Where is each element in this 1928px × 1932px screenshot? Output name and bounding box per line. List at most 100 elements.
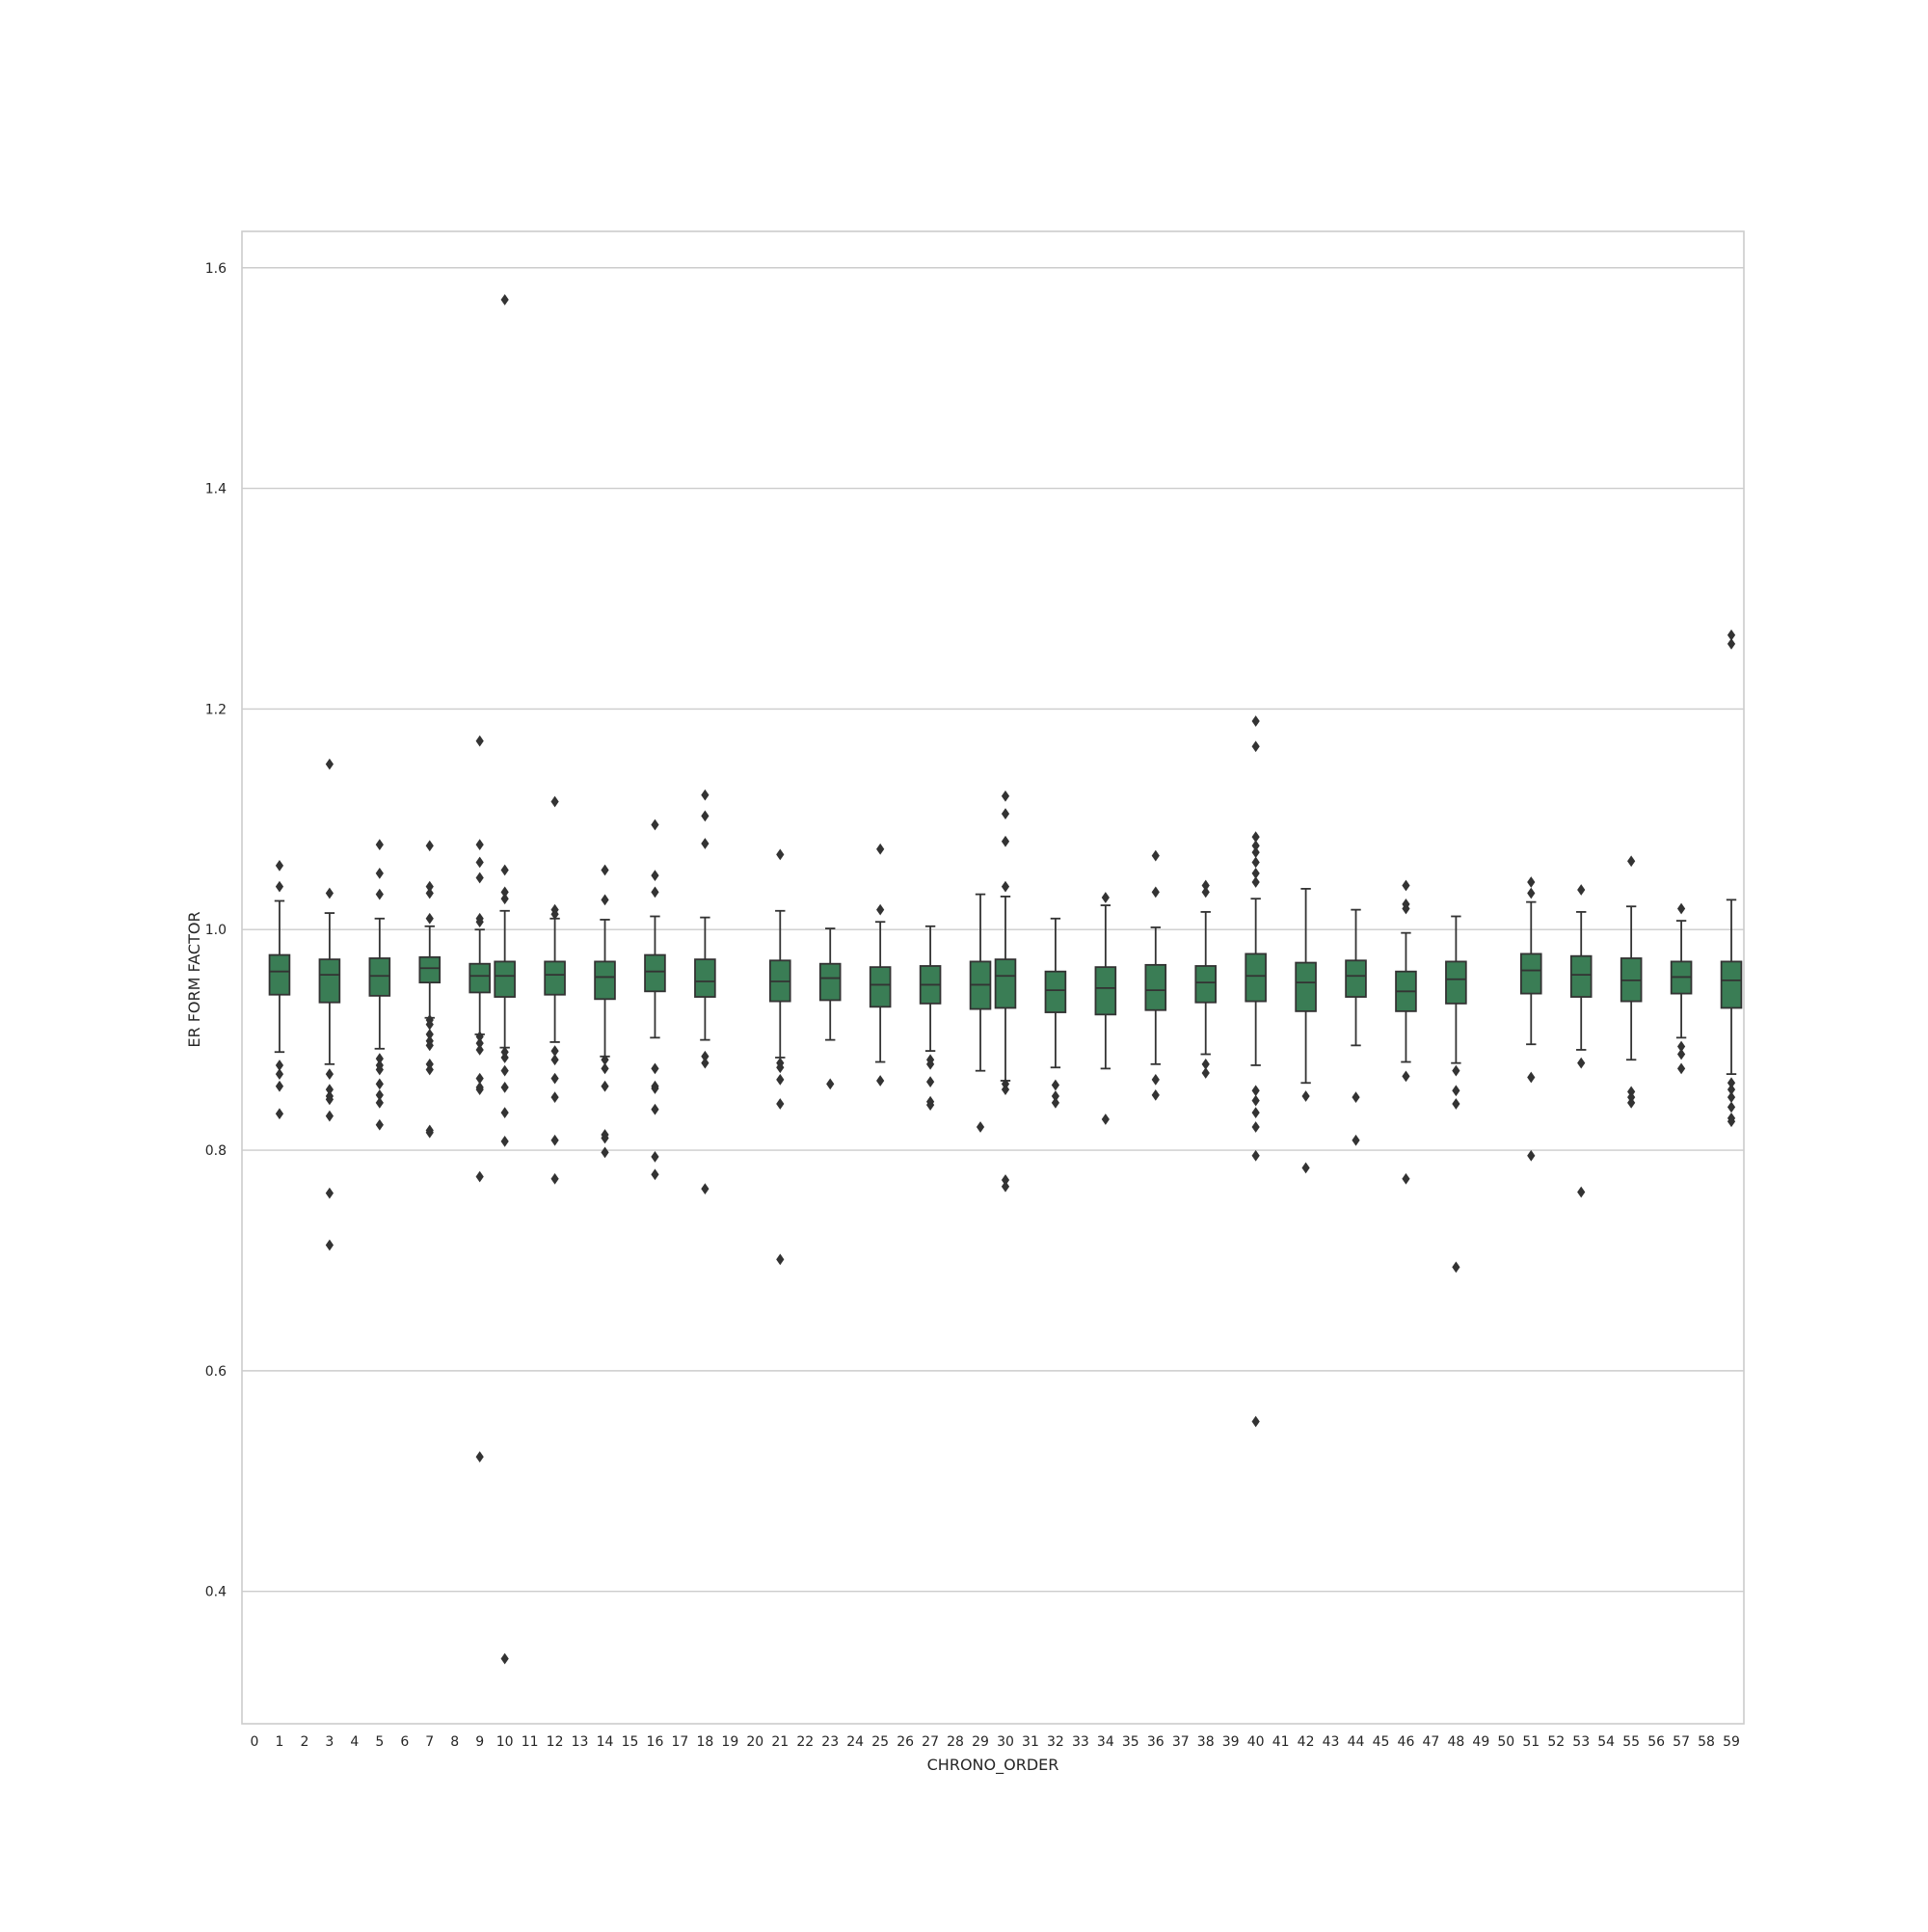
outlier-point bbox=[776, 1073, 785, 1086]
x-tick-label: 12 bbox=[547, 1734, 564, 1750]
x-tick-label: 39 bbox=[1222, 1734, 1240, 1750]
x-tick-label: 25 bbox=[871, 1734, 889, 1750]
x-tick-label: 45 bbox=[1373, 1734, 1390, 1750]
x-tick-label: 34 bbox=[1097, 1734, 1114, 1750]
outlier-point bbox=[1452, 1261, 1460, 1274]
outlier-point bbox=[325, 1068, 334, 1080]
box-iqr bbox=[1094, 966, 1117, 1016]
outlier-point bbox=[500, 1136, 509, 1147]
y-tick-label: 0.6 bbox=[205, 1364, 227, 1380]
box-iqr bbox=[469, 962, 491, 994]
outlier-point bbox=[275, 859, 284, 872]
x-tick-label: 11 bbox=[522, 1734, 539, 1750]
box-iqr bbox=[869, 966, 892, 1008]
outlier-point bbox=[776, 1098, 785, 1110]
outlier-point bbox=[1051, 1096, 1060, 1109]
x-tick-label: 29 bbox=[972, 1734, 989, 1750]
outlier-point bbox=[1627, 855, 1636, 868]
outlier-point bbox=[1251, 715, 1260, 727]
outlier-point bbox=[475, 1451, 484, 1462]
x-tick-label: 32 bbox=[1047, 1734, 1064, 1750]
box-iqr bbox=[1194, 965, 1218, 1004]
outlier-point bbox=[475, 839, 484, 851]
box-group bbox=[969, 893, 992, 1133]
box-group bbox=[1395, 879, 1417, 1185]
outlier-point bbox=[601, 864, 609, 876]
x-tick-label: 19 bbox=[721, 1734, 738, 1750]
outlier-point bbox=[425, 1039, 434, 1052]
outlier-point bbox=[1627, 1096, 1636, 1109]
x-tick-labels: 0 1 2 3 4 5 6 7 8 9 10 11 12 13 14 15 16 17 18 19 20 21 22 23 24… bbox=[251, 1734, 1740, 1750]
box-iqr bbox=[1144, 963, 1167, 1011]
outlier-point bbox=[425, 840, 434, 852]
outlier-point bbox=[1251, 1107, 1260, 1119]
outlier-point bbox=[701, 1057, 710, 1069]
outlier-point bbox=[1676, 1062, 1686, 1075]
outlier-point bbox=[375, 868, 384, 879]
outlier-point bbox=[1251, 846, 1260, 859]
box-group bbox=[418, 840, 442, 1139]
outlier-point bbox=[425, 1063, 434, 1076]
x-tick-label: 3 bbox=[325, 1734, 334, 1750]
box-group bbox=[494, 294, 516, 1665]
outlier-point bbox=[1151, 849, 1160, 862]
outlier-point bbox=[275, 1068, 284, 1080]
box-iqr bbox=[1569, 954, 1593, 998]
x-tick-label: 37 bbox=[1172, 1734, 1190, 1750]
outlier-point bbox=[776, 1061, 785, 1074]
x-tick-label: 52 bbox=[1547, 1734, 1565, 1750]
x-tick-label: 28 bbox=[947, 1734, 964, 1750]
outlier-point bbox=[1001, 790, 1010, 802]
box-group bbox=[1569, 884, 1593, 1198]
outlier-point bbox=[1676, 1048, 1686, 1060]
outlier-point bbox=[651, 1168, 659, 1181]
box-iqr bbox=[1295, 961, 1317, 1012]
outlier-point bbox=[275, 880, 284, 893]
outlier-point bbox=[651, 1062, 659, 1075]
x-tick-label: 8 bbox=[450, 1734, 459, 1750]
outlier-point bbox=[550, 1134, 559, 1146]
outlier-point bbox=[1251, 1085, 1260, 1097]
x-tick-label: 24 bbox=[846, 1734, 864, 1750]
x-tick-label: 27 bbox=[922, 1734, 939, 1750]
outlier-point bbox=[876, 1075, 885, 1087]
outlier-point bbox=[651, 886, 659, 899]
outlier-point bbox=[1201, 886, 1210, 899]
box-group bbox=[1144, 849, 1167, 1101]
box-iqr bbox=[594, 960, 616, 1001]
outlier-point bbox=[500, 864, 509, 876]
boxes-layer bbox=[268, 294, 1743, 1665]
outlier-point bbox=[1251, 740, 1260, 753]
outlier-point bbox=[500, 1652, 509, 1665]
outlier-point bbox=[375, 1118, 384, 1131]
box-iqr bbox=[418, 955, 442, 984]
x-tick-label: 18 bbox=[696, 1734, 713, 1750]
outlier-point bbox=[925, 1076, 935, 1087]
outlier-point bbox=[1402, 1070, 1410, 1083]
y-tick-label: 1.4 bbox=[205, 482, 227, 497]
x-tick-label: 10 bbox=[496, 1734, 514, 1750]
outlier-point bbox=[325, 1239, 334, 1251]
box-iqr bbox=[318, 958, 341, 1004]
x-tick-label: 41 bbox=[1272, 1734, 1290, 1750]
outlier-point bbox=[1301, 1162, 1310, 1174]
outlier-point bbox=[1676, 902, 1686, 915]
outlier-point bbox=[375, 1063, 384, 1076]
x-tick-label: 0 bbox=[251, 1734, 259, 1750]
outlier-point bbox=[1402, 1172, 1410, 1185]
outlier-point bbox=[826, 1078, 835, 1090]
x-tick-label: 22 bbox=[796, 1734, 814, 1750]
x-tick-label: 48 bbox=[1447, 1734, 1464, 1750]
outlier-point bbox=[325, 887, 334, 899]
outlier-point bbox=[1251, 1149, 1260, 1162]
outlier-point bbox=[475, 735, 484, 747]
box-group bbox=[1094, 892, 1117, 1125]
box-group bbox=[1670, 902, 1693, 1075]
outlier-point bbox=[550, 1054, 559, 1066]
outlier-point bbox=[1527, 1149, 1536, 1162]
box-iqr bbox=[268, 953, 291, 996]
outlier-point bbox=[1001, 880, 1010, 893]
outlier-point bbox=[1151, 1073, 1160, 1086]
outlier-point bbox=[375, 839, 384, 851]
